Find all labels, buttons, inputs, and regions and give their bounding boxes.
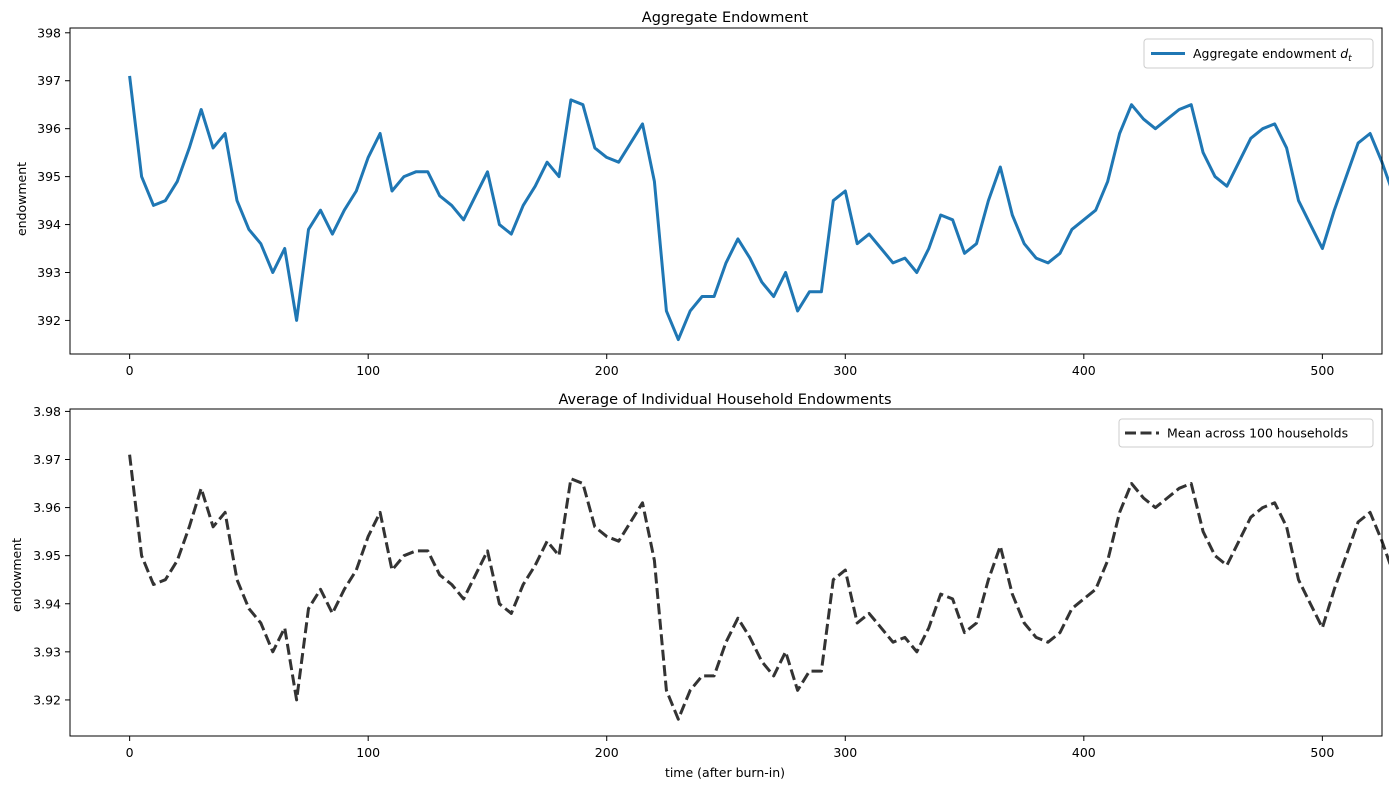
plot-frame xyxy=(69,27,1383,355)
x-axis-label: time (after burn-in) xyxy=(665,765,785,780)
x-tick-label: 0 xyxy=(126,363,134,378)
x-tick-label: 300 xyxy=(833,363,857,378)
x-tick-label: 500 xyxy=(1310,745,1334,760)
legend-box xyxy=(1143,38,1374,69)
y-axis-label: endowment xyxy=(9,538,24,612)
chart-title: Average of Individual Household Endowmen… xyxy=(558,392,891,408)
chart-title: Aggregate Endowment xyxy=(642,10,809,26)
household-mean-line xyxy=(128,454,1389,721)
y-tick-label: 396 xyxy=(37,121,61,136)
plot-frame xyxy=(69,408,1383,737)
y-tick-label: 3.96 xyxy=(33,500,61,515)
aggregate-endowment-panel: Aggregate Endowment endowment 3923933943… xyxy=(14,10,1389,378)
y-axis-ticks: 392 393 394 395 396 397 398 xyxy=(37,25,70,328)
household-average-panel: Average of Individual Household Endowmen… xyxy=(9,392,1389,780)
y-tick-label: 3.92 xyxy=(33,692,61,707)
x-tick-label: 400 xyxy=(1072,363,1096,378)
y-tick-label: 3.97 xyxy=(33,452,61,467)
x-tick-label: 200 xyxy=(595,745,619,760)
y-tick-label: 395 xyxy=(37,169,61,184)
y-tick-label: 3.95 xyxy=(33,548,61,563)
x-tick-label: 100 xyxy=(356,745,380,760)
legend: Mean across 100 households xyxy=(1118,418,1374,448)
legend-label: Mean across 100 households xyxy=(1167,426,1348,441)
x-tick-label: 100 xyxy=(356,363,380,378)
legend-box xyxy=(1118,418,1374,448)
y-tick-label: 398 xyxy=(37,25,61,40)
y-tick-label: 3.94 xyxy=(33,596,61,611)
x-tick-label: 300 xyxy=(833,745,857,760)
y-tick-label: 394 xyxy=(37,217,61,232)
x-axis-ticks: 0 100 200 300 400 500 xyxy=(126,736,1334,760)
y-tick-label: 393 xyxy=(37,265,61,280)
x-tick-label: 400 xyxy=(1072,745,1096,760)
y-tick-label: 3.98 xyxy=(33,404,61,419)
y-tick-label: 392 xyxy=(37,313,61,328)
aggregate-endowment-line xyxy=(128,75,1389,342)
legend-label: Aggregate endowment dt xyxy=(1193,46,1352,64)
x-tick-label: 500 xyxy=(1310,363,1334,378)
y-axis-ticks: 3.92 3.93 3.94 3.95 3.96 3.97 3.98 xyxy=(33,404,70,707)
y-tick-label: 397 xyxy=(37,73,61,88)
x-axis-ticks: 0 100 200 300 400 500 xyxy=(126,354,1334,378)
x-tick-label: 0 xyxy=(126,745,134,760)
y-tick-label: 3.93 xyxy=(33,644,61,659)
x-tick-label: 200 xyxy=(595,363,619,378)
legend: Aggregate endowment dt xyxy=(1143,38,1374,69)
y-axis-label: endowment xyxy=(14,162,29,236)
